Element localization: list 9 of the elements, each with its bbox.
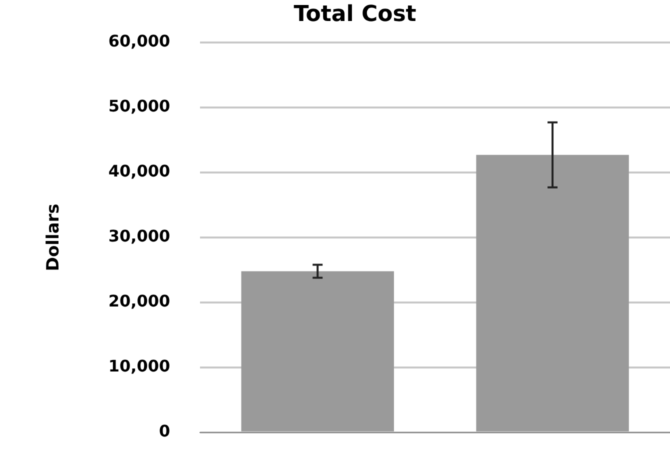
- y-tick-label: 20,000: [108, 292, 170, 311]
- y-tick-label: 40,000: [108, 162, 170, 181]
- y-tick-label: 30,000: [108, 226, 170, 246]
- y-tick-label: 10,000: [108, 356, 170, 376]
- y-tick-label: 60,000: [108, 32, 170, 51]
- y-axis-title: Dollars: [44, 204, 64, 272]
- y-tick-label: 50,000: [108, 96, 170, 116]
- chart-title: Total Cost: [294, 2, 417, 27]
- y-tick-label: 0: [159, 422, 170, 441]
